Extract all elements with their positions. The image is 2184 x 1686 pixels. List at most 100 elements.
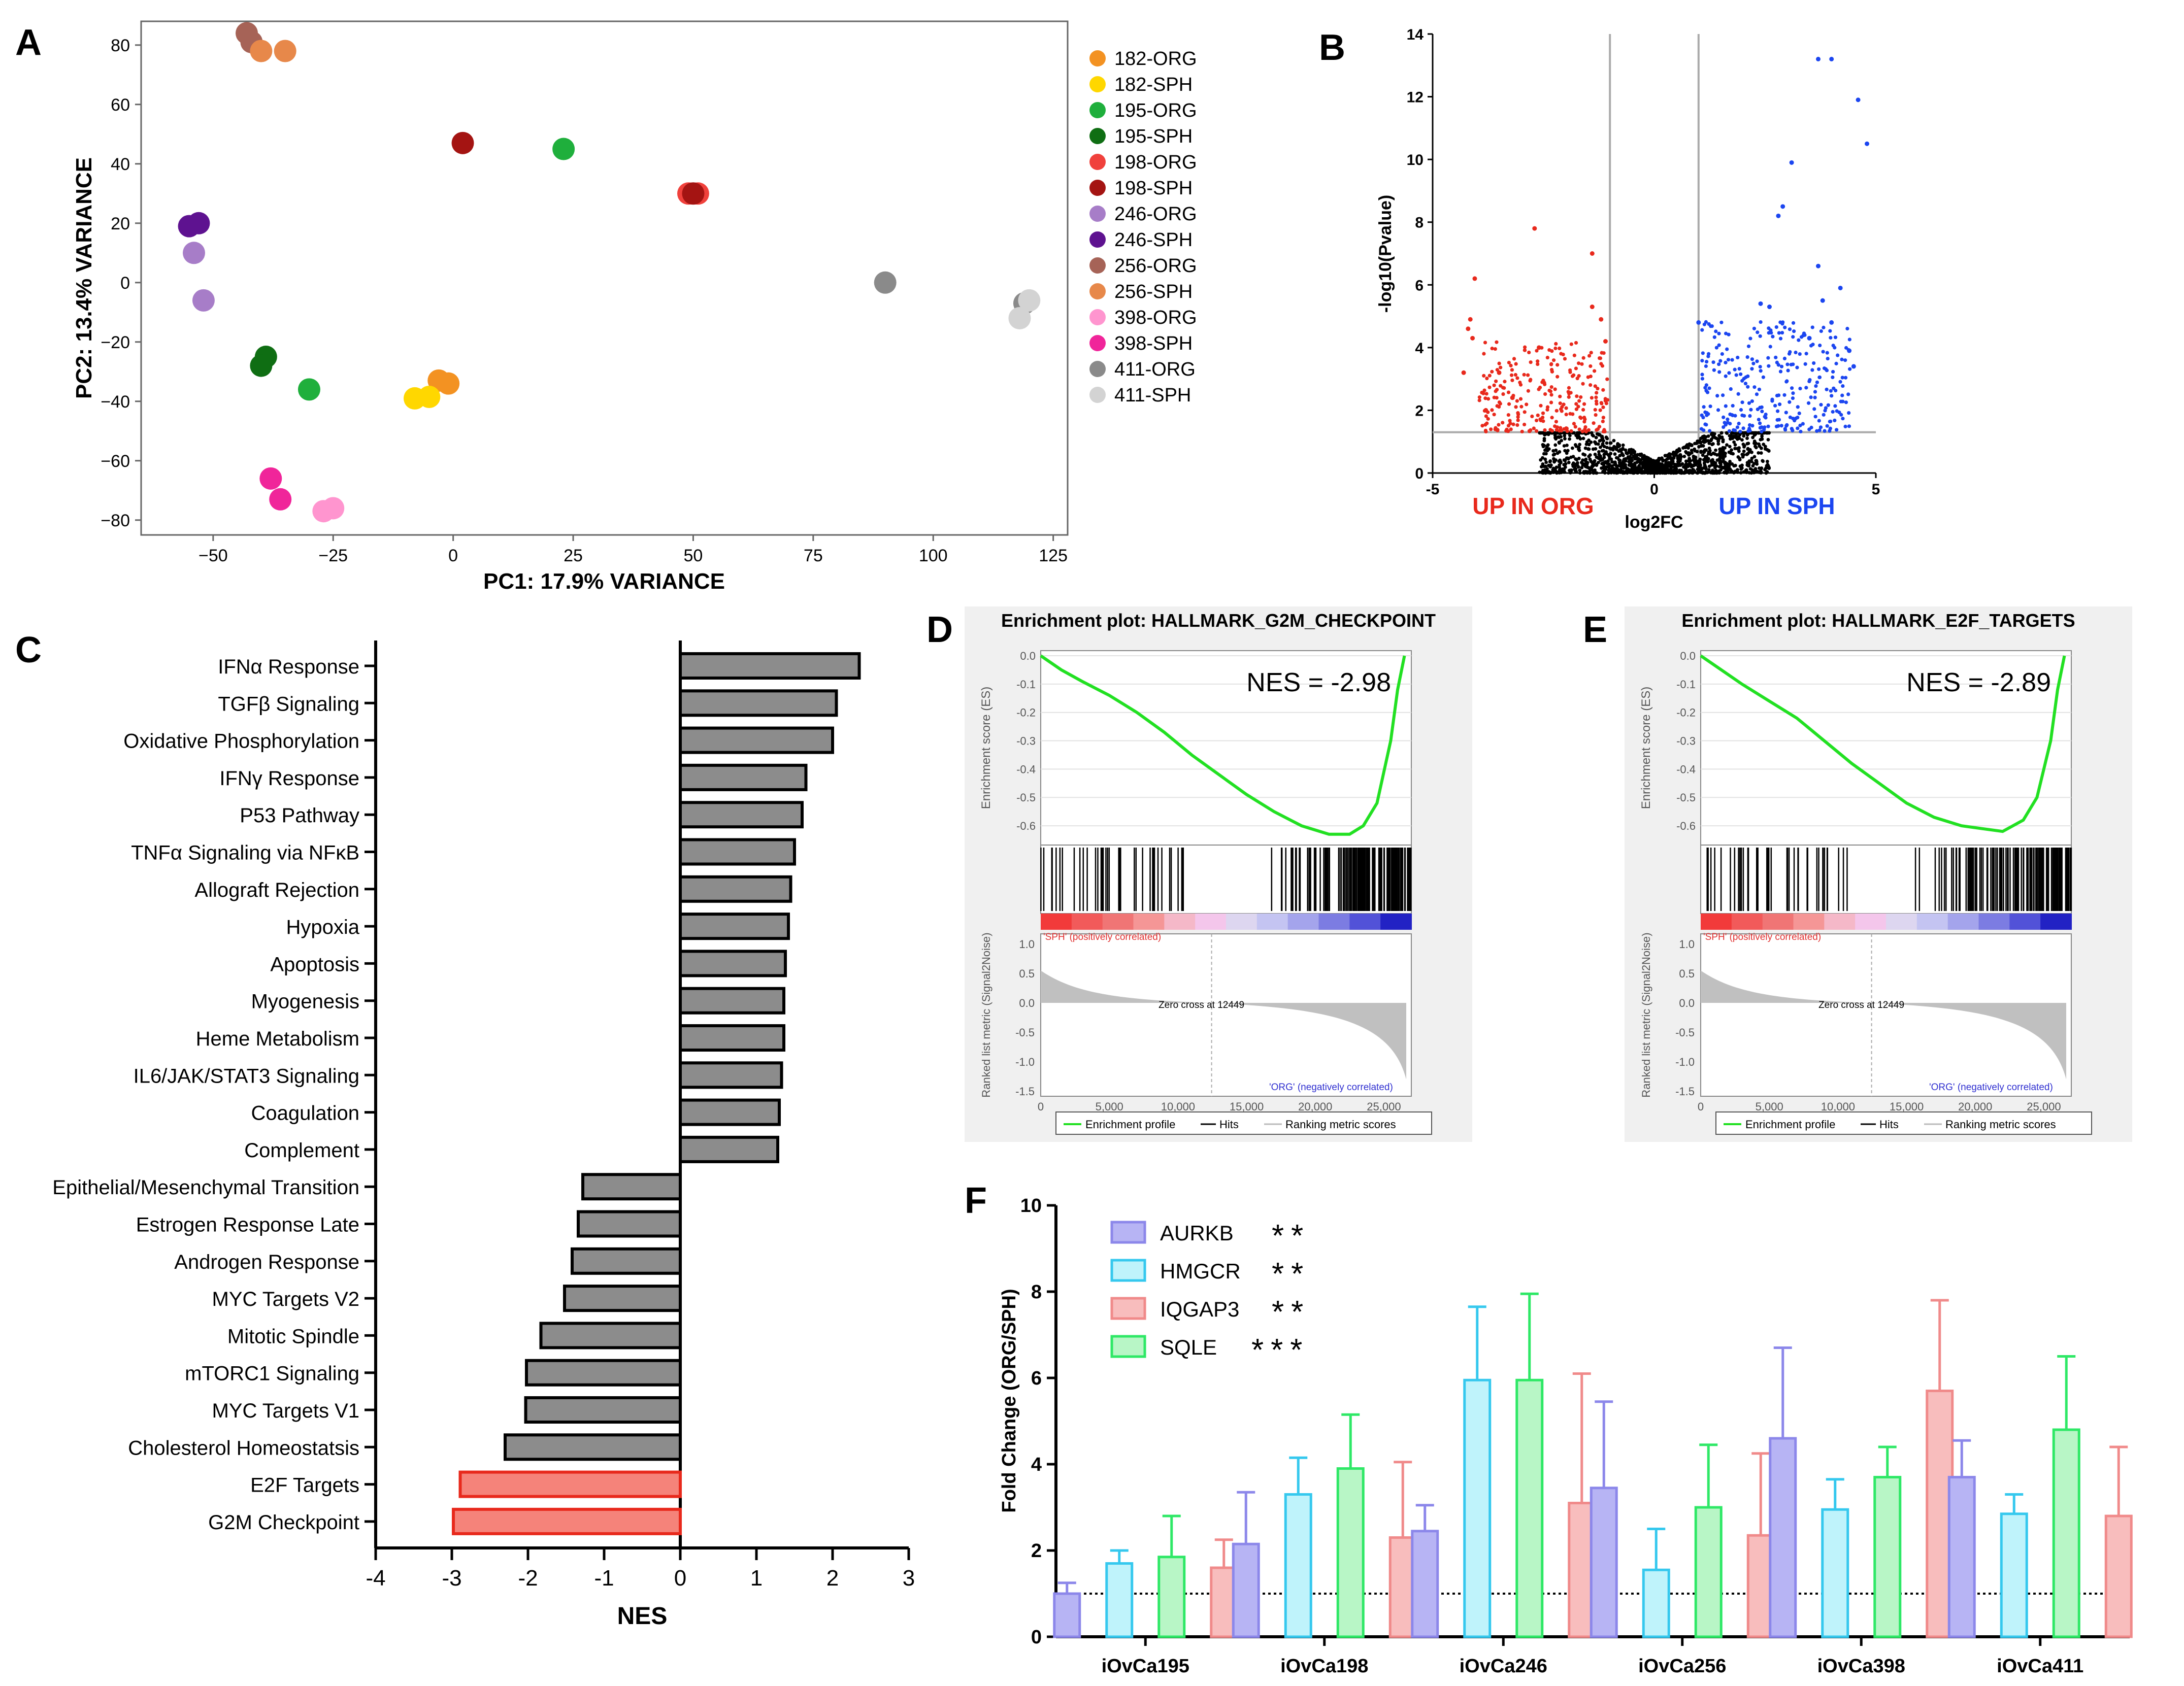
volcano-ns-point [1543,457,1547,461]
volcano-up-org-point [1606,398,1610,402]
gsea-enrichment-curve [1040,654,1406,836]
volcano-up-sph-point [1845,326,1849,331]
volcano-up-sph-point [1724,331,1728,335]
volcano-up-sph-point [1724,360,1728,364]
volcano-ns-point [1746,447,1750,451]
nes-category-label: Androgen Response [174,1251,359,1273]
volcano-up-org-point [1593,408,1597,412]
volcano-up-sph-point [1740,413,1744,417]
volcano-ns-point [1610,460,1614,464]
volcano-up-sph-point [1780,322,1784,326]
volcano-ns-point [1680,462,1684,466]
volcano-ns-point [1752,439,1757,443]
pca-x-tick-label: −50 [198,546,228,565]
nes-bar-panel: -4 -3 -2 -1 0 1 2 3 IFNα Response TGFβ Signaling O… [52,640,915,1630]
fold-change-category-label: iOvCa246 [1460,1656,1547,1677]
volcano-ns-point [1648,457,1652,461]
volcano-ns-point [1586,466,1591,469]
gsea-metric-tick-label: -1.5 [1015,1085,1035,1098]
gsea-pos-label: 'SPH' (positively correlated) [1043,932,1161,942]
volcano-up-sph-point [1777,402,1782,407]
volcano-up-org-point [1514,405,1518,409]
volcano-ns-point [1760,446,1763,450]
volcano-up-org-point [1600,401,1604,406]
volcano-ns-point [1547,463,1550,467]
volcano-up-org-point [1595,428,1599,432]
panel-label-a: A [15,22,42,63]
volcano-ns-point [1707,446,1711,450]
pca-legend-label: 182-ORG [1114,48,1197,70]
volcano-up-org-point [1526,373,1530,377]
volcano-up-org-point [1514,362,1518,366]
volcano-ns-point [1608,456,1612,460]
volcano-up-sph-point [1816,56,1821,61]
fold-change-legend-label: AURKB [1160,1221,1234,1245]
volcano-up-sph-point [1702,322,1706,326]
nes-category-label: Heme Metabolism [196,1028,359,1050]
pca-point [451,131,474,154]
volcano-ns-point [1625,468,1629,472]
pca-point [552,138,575,160]
volcano-up-org-point [1499,365,1503,369]
volcano-up-sph-point [1810,368,1814,372]
volcano-ns-point [1755,459,1759,463]
volcano-ns-point [1751,464,1755,468]
volcano-up-sph-point [1785,379,1789,383]
volcano-up-sph-point [1704,364,1708,368]
volcano-up-sph-point [1831,375,1835,379]
nes-bar [679,950,787,977]
gsea-legend-label: Enrichment profile [1085,1118,1175,1131]
volcano-ns-point [1723,454,1727,458]
volcano-up-org-point [1532,426,1536,430]
gsea-metric-tick-label: -1.0 [1015,1056,1035,1068]
gsea-metric-axis-label: Ranked list metric (Signal2Noise) [1640,932,1652,1097]
volcano-up-sph-point [1785,423,1789,427]
volcano-ns-point [1669,466,1673,470]
volcano-up-org-point [1493,347,1497,351]
volcano-up-sph-point [1819,329,1823,333]
volcano-up-sph-point [1758,334,1762,338]
volcano-up-org-point [1482,352,1486,356]
volcano-up-sph-point [1696,320,1701,325]
volcano-ns-point [1724,451,1727,455]
volcano-up-org-point [1526,389,1530,393]
volcano-ns-point [1592,471,1596,475]
gsea-rank-colorbar-segment [1195,914,1227,930]
volcano-up-org-point [1576,361,1581,365]
volcano-ns-point [1562,463,1566,466]
volcano-up-sph-point [1731,403,1735,408]
pca-y-tick-label: 80 [111,36,130,55]
gsea-rank-colorbar-segment [1226,914,1258,930]
fold-change-bar [1284,1493,1312,1638]
volcano-up-org-point [1580,429,1584,433]
volcano-up-org-point [1511,422,1515,426]
gsea-metric-tick-label: 0.0 [1679,997,1695,1009]
volcano-up-org-point [1554,428,1559,432]
volcano-up-sph-point [1771,334,1775,339]
gsea-rank-colorbar-segment [1886,914,1917,930]
volcano-up-sph-point [1823,429,1827,433]
volcano-ns-point [1546,431,1550,435]
volcano-ns-point [1571,462,1575,466]
pca-legend-label: 398-SPH [1114,333,1193,354]
volcano-ns-point [1600,449,1604,453]
volcano-up-sph-point [1724,374,1728,378]
volcano-up-sph-point [1791,391,1795,395]
volcano-up-org-point [1594,413,1598,417]
volcano-up-org-point [1545,355,1549,360]
volcano-up-sph-point [1729,387,1733,391]
volcano-up-sph-point [1847,348,1852,353]
volcano-ns-point [1732,464,1736,468]
volcano-up-org-point [1513,373,1517,377]
volcano-ns-point [1578,443,1581,447]
volcano-ns-point [1592,463,1596,467]
volcano-up-sph-point [1755,359,1759,363]
volcano-up-sph-point [1813,395,1817,399]
volcano-up-sph-point [1700,377,1704,381]
volcano-up-org-point [1477,395,1481,399]
volcano-up-sph-point [1720,393,1725,397]
pca-legend-swatch [1089,283,1106,299]
fold-change-y-tick-label: 8 [1031,1282,1042,1303]
fold-change-bar [2052,1428,2080,1638]
gsea-legend-label: Ranking metric scores [1945,1118,2056,1131]
